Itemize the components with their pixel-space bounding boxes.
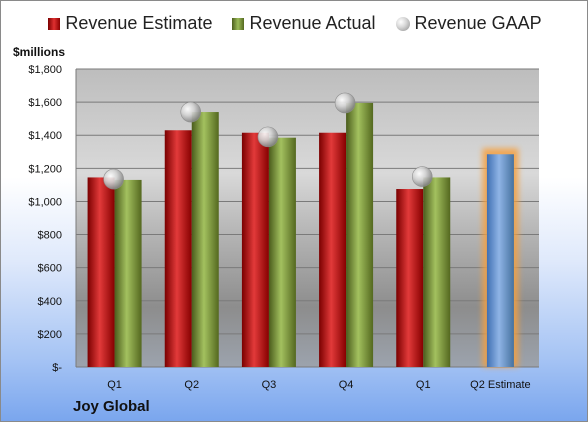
x-tick-label: Q1: [416, 379, 431, 391]
marker-revenue-gaap: [257, 126, 279, 148]
bar-q2-estimate: [486, 154, 514, 367]
legend: Revenue Estimate Revenue Actual Revenue …: [1, 13, 587, 34]
marker-revenue-gaap: [180, 101, 202, 123]
bar-revenue-actual: [191, 112, 219, 368]
bars: [87, 102, 519, 368]
bar-revenue-actual: [114, 179, 142, 367]
bar-revenue-estimate: [396, 189, 424, 367]
y-tick-label: $1,200: [28, 163, 62, 175]
x-tick-label: Q1: [107, 379, 122, 391]
y-axis: $- $200 $400 $600 $800 $1,000 $1,200 $1,400 $1,6…: [28, 64, 539, 374]
y-tick-label: $200: [38, 329, 62, 341]
bar-revenue-estimate: [241, 132, 269, 367]
y-tick-label: $400: [38, 296, 62, 308]
bar-revenue-estimate: [319, 132, 347, 367]
legend-item-actual: Revenue Actual: [232, 13, 376, 34]
legend-swatch-actual: [232, 17, 245, 30]
y-tick-label: $1,600: [28, 97, 62, 109]
y-tick-label: $1,800: [28, 64, 62, 76]
gridlines: [76, 68, 539, 335]
x-tick-label: Q3: [262, 379, 277, 391]
marker-revenue-gaap: [334, 92, 356, 114]
bar-revenue-estimate: [87, 177, 115, 367]
legend-item-estimate: Revenue Estimate: [48, 13, 212, 34]
marker-revenue-gaap: [411, 166, 433, 187]
x-tick-label: Q2: [184, 379, 199, 391]
bar-revenue-actual: [268, 137, 296, 367]
legend-item-gaap: Revenue GAAP: [395, 13, 542, 34]
y-tick-label: $1,000: [28, 196, 62, 208]
y-tick-label: $-: [52, 362, 62, 374]
legend-label-gaap: Revenue GAAP: [414, 13, 542, 33]
x-tick-label: Q2 Estimate: [470, 379, 531, 391]
bar-revenue-actual: [346, 102, 374, 367]
y-tick-label: $800: [38, 230, 62, 242]
y-axis-unit-label: $millions: [13, 45, 66, 59]
legend-marker-gaap: [395, 16, 410, 31]
legend-label-actual: Revenue Actual: [249, 13, 376, 33]
bar-revenue-actual: [423, 177, 451, 367]
y-tick-label: $600: [38, 263, 62, 275]
x-axis: Q1 Q2 Q3 Q4 Q1 Q2 Estimate: [107, 379, 530, 391]
bar-revenue-estimate: [164, 130, 192, 367]
legend-swatch-estimate: [48, 17, 61, 30]
plot-area: [76, 69, 539, 367]
y-tick-label: $1,400: [28, 130, 62, 142]
gaap-markers: [103, 92, 433, 190]
x-tick-label: Q4: [339, 379, 354, 391]
legend-label-estimate: Revenue Estimate: [65, 13, 213, 33]
marker-revenue-gaap: [103, 168, 124, 190]
company-name: Joy Global: [73, 398, 150, 415]
